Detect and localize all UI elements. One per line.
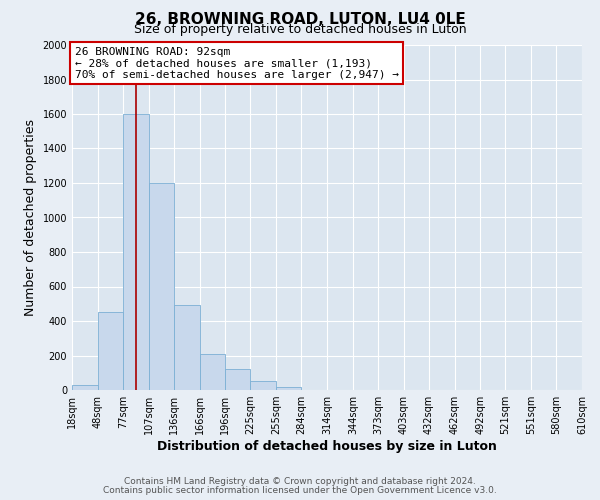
Text: Contains public sector information licensed under the Open Government Licence v3: Contains public sector information licen… (103, 486, 497, 495)
Bar (199, 354, 226, 390)
Bar (173, 306, 199, 390)
Bar (226, 370, 250, 390)
Text: Size of property relative to detached houses in Luton: Size of property relative to detached ho… (134, 22, 466, 36)
Text: 26 BROWNING ROAD: 92sqm
← 28% of detached houses are smaller (1,193)
70% of semi: 26 BROWNING ROAD: 92sqm ← 28% of detache… (74, 46, 398, 80)
Y-axis label: Number of detached properties: Number of detached properties (24, 119, 37, 316)
Text: Contains HM Land Registry data © Crown copyright and database right 2024.: Contains HM Land Registry data © Crown c… (124, 477, 476, 486)
Bar (276, 386, 301, 390)
Bar (250, 382, 276, 390)
Bar (72, 385, 98, 390)
Bar (98, 312, 123, 390)
X-axis label: Distribution of detached houses by size in Luton: Distribution of detached houses by size … (157, 440, 497, 453)
Bar (123, 114, 149, 390)
Bar (149, 183, 173, 390)
Text: 26, BROWNING ROAD, LUTON, LU4 0LE: 26, BROWNING ROAD, LUTON, LU4 0LE (134, 12, 466, 28)
